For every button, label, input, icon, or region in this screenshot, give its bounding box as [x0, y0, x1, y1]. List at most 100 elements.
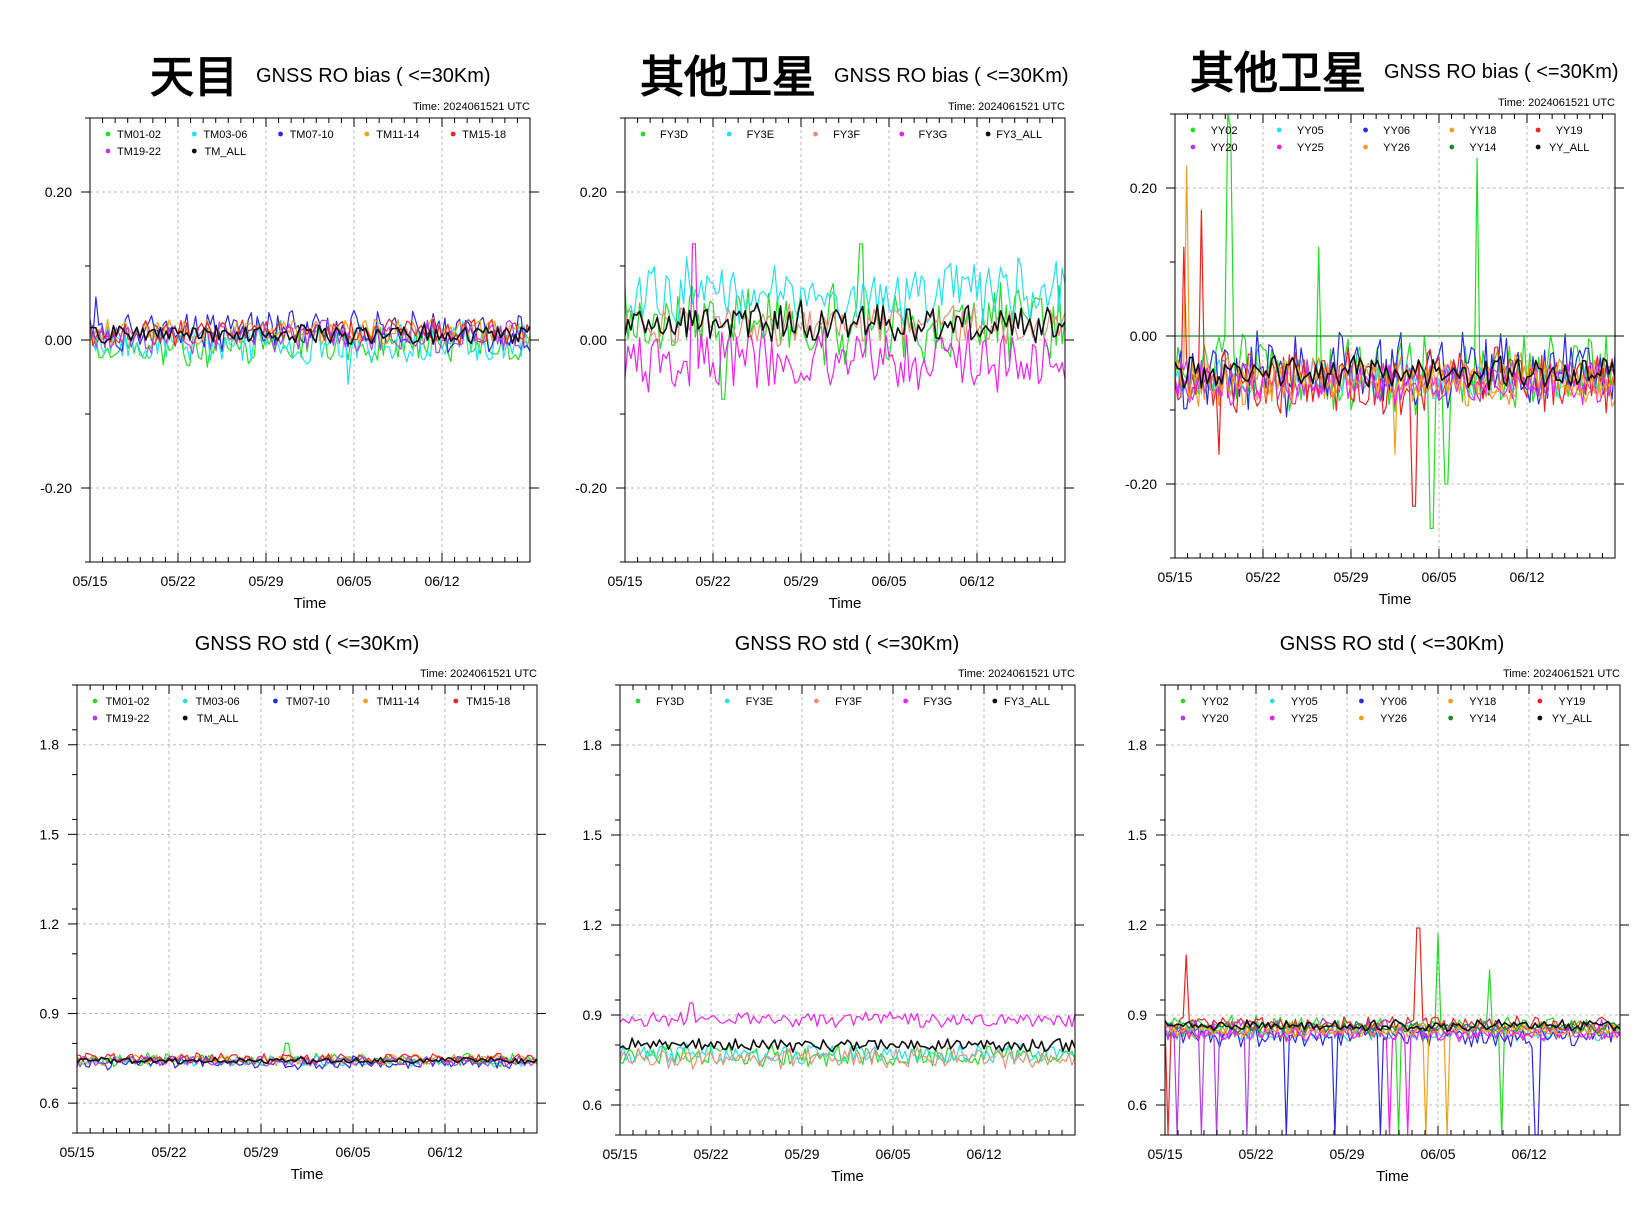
x-tick-label: 05/15	[1147, 1146, 1182, 1162]
series-line-fy3f	[620, 1046, 1075, 1070]
legend-label-yy05: YY05	[1291, 696, 1318, 708]
legend-marker-fy3e	[726, 131, 732, 137]
x-tick-label: 06/12	[1511, 1146, 1546, 1162]
x-tick-label: 06/12	[959, 573, 994, 589]
legend-marker-tm15-18	[453, 698, 459, 704]
legend-marker-tm01-02	[105, 131, 111, 137]
legend-marker-tm01-02	[92, 698, 98, 704]
legend-label-tm15-18: TM15-18	[462, 129, 506, 141]
x-tick-label: 05/22	[1238, 1146, 1273, 1162]
chart-header-cjk: 其他卫星	[640, 53, 816, 102]
legend-label-fy3d: FY3D	[656, 696, 684, 708]
legend-label-yy_all: YY_ALL	[1549, 142, 1589, 154]
legend-marker-yy_all	[1535, 144, 1541, 150]
legend-marker-tm03-06	[182, 698, 188, 704]
y-tick-label: -0.20	[40, 480, 72, 496]
series-line-tm01-02	[77, 1042, 537, 1068]
x-tick-label: 06/12	[1509, 569, 1544, 585]
y-tick-label: 0.9	[583, 1007, 603, 1023]
series-group	[77, 1042, 537, 1071]
y-tick-label: 0.9	[1128, 1007, 1148, 1023]
series-group	[620, 1002, 1075, 1070]
y-tick-label: 0.9	[40, 1006, 60, 1022]
legend-marker-yy02	[1190, 127, 1196, 133]
chart-header-cjk: 天目	[150, 53, 238, 102]
series-line-yy19	[1165, 927, 1620, 1135]
legend-marker-yy06	[1363, 127, 1368, 133]
legend-marker-yy20	[1190, 144, 1196, 150]
legend-label-yy02: YY02	[1211, 125, 1238, 137]
legend-label-tm11-14: TM11-14	[376, 129, 419, 141]
chart-panel-p1: 天目 GNSS RO bias ( <=30Km) Time: 2024061521…	[40, 53, 539, 612]
series-line-tm07-10	[90, 296, 530, 354]
legend-marker-yy26	[1359, 715, 1364, 721]
legend-label-yy14: YY14	[1469, 142, 1496, 154]
x-tick-label: 06/12	[966, 1146, 1001, 1162]
legend-marker-fy3d	[635, 698, 641, 704]
legend-marker-tm19-22	[105, 148, 111, 154]
legend-marker-yy25	[1269, 715, 1275, 721]
legend-marker-yy19	[1537, 698, 1543, 704]
x-tick-label: 05/29	[1329, 1146, 1364, 1162]
x-axis-label: Time	[831, 1168, 864, 1185]
series-line-yy19	[1175, 209, 1615, 507]
y-tick-label: 0.00	[1130, 328, 1157, 344]
legend-marker-yy02	[1180, 698, 1186, 704]
legend-label-yy_all: YY_ALL	[1552, 713, 1592, 725]
legend: TM01-02 TM03-06 TM07-10 TM11-14 TM15-18 TM19-…	[92, 696, 510, 725]
legend-label-yy02: YY02	[1202, 696, 1229, 708]
chart-title: GNSS RO bias ( <=30Km)	[834, 65, 1069, 87]
legend-marker-fy3e	[724, 698, 730, 704]
legend-label-yy26: YY26	[1380, 713, 1407, 725]
y-tick-label: 0.00	[580, 332, 607, 348]
series-line-fy3d	[625, 243, 1065, 400]
legend-label-fy3e: FY3E	[747, 129, 775, 141]
legend-label-yy05: YY05	[1297, 125, 1324, 137]
x-axis-label: Time	[1376, 1168, 1409, 1185]
legend-label-tm15-18: TM15-18	[466, 696, 510, 708]
y-tick-label: 1.5	[1128, 827, 1148, 843]
x-tick-label: 06/05	[875, 1146, 910, 1162]
x-tick-label: 05/22	[693, 1146, 728, 1162]
legend-marker-fy3_all	[992, 698, 998, 704]
series-line-yy20	[1165, 1017, 1620, 1135]
legend-label-fy3d: FY3D	[660, 129, 688, 141]
legend-marker-tm03-06	[191, 131, 197, 137]
chart-time-label: Time: 2024061521 UTC	[958, 668, 1075, 680]
legend-label-fy3g: FY3G	[919, 129, 948, 141]
legend-marker-yy26	[1363, 144, 1368, 150]
series-line-yy26	[1165, 1022, 1620, 1038]
legend-label-tm19-22: TM19-22	[105, 713, 149, 725]
legend-marker-tm07-10	[272, 698, 278, 704]
chart-title: GNSS RO bias ( <=30Km)	[1384, 61, 1619, 83]
series-line-fy3g	[625, 243, 1065, 393]
legend-label-tm11-14: TM11-14	[376, 696, 419, 708]
series-line-fy3_all	[625, 299, 1065, 344]
series-line-yy06	[1165, 1023, 1620, 1135]
series-line-yy25	[1175, 362, 1615, 406]
x-axis-label: Time	[294, 595, 327, 612]
y-tick-label: 1.5	[583, 827, 603, 843]
x-tick-label: 05/15	[59, 1144, 94, 1160]
legend-marker-yy06	[1359, 698, 1364, 704]
y-tick-label: 0.20	[45, 184, 72, 200]
x-tick-label: 06/05	[335, 1144, 370, 1160]
legend-marker-yy14	[1448, 715, 1454, 721]
x-tick-label: 05/29	[783, 573, 818, 589]
series-group	[1175, 114, 1615, 530]
x-tick-label: 05/22	[151, 1144, 186, 1160]
legend-marker-yy20	[1180, 715, 1186, 721]
series-line-yy25	[1165, 1024, 1620, 1135]
legend-marker-yy19	[1535, 127, 1541, 133]
x-axis-label: Time	[1379, 591, 1412, 608]
y-tick-label: 0.20	[1130, 180, 1157, 196]
series-line-tm_all	[90, 323, 530, 345]
series-line-yy_all	[1165, 1018, 1620, 1032]
legend: YY02 YY05 YY06 YY18 YY19 YY20 YY25 YY26 YY14 YY_A…	[1180, 696, 1592, 725]
x-tick-label: 05/29	[1333, 569, 1368, 585]
series-group	[625, 243, 1065, 400]
y-tick-label: 1.5	[40, 826, 60, 842]
y-tick-label: 1.2	[1128, 917, 1148, 933]
legend-label-yy25: YY25	[1291, 713, 1318, 725]
legend-label-fy3_all: FY3_ALL	[996, 129, 1042, 141]
